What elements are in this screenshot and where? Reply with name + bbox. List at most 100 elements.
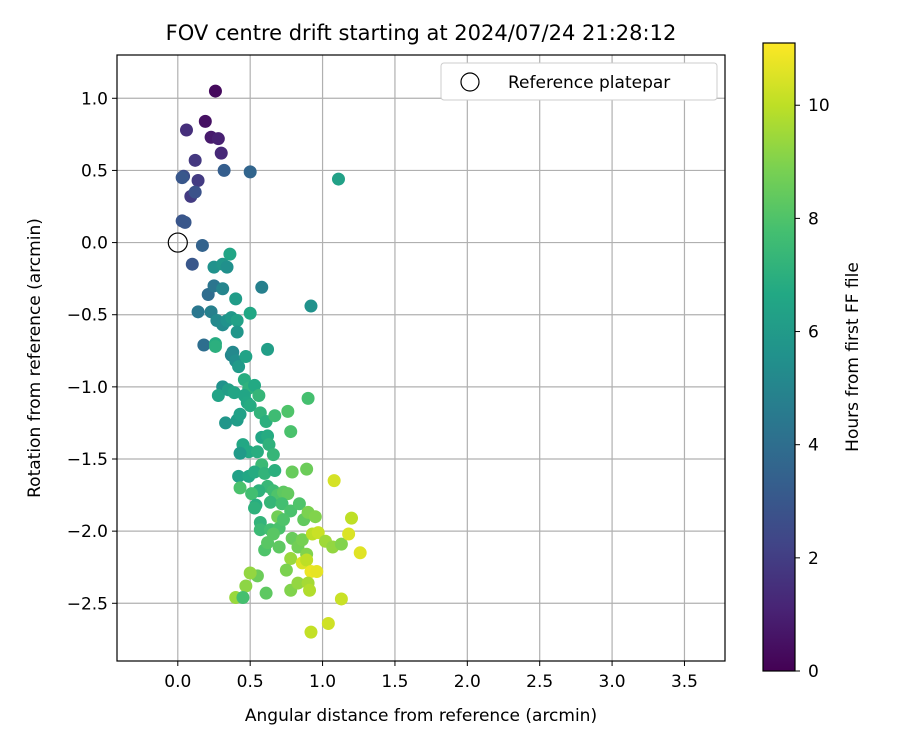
data-point bbox=[262, 438, 276, 452]
data-point bbox=[208, 84, 222, 98]
data-point bbox=[188, 153, 202, 167]
data-point bbox=[230, 325, 244, 339]
data-point bbox=[208, 339, 222, 353]
data-point bbox=[250, 445, 264, 459]
data-point bbox=[345, 511, 359, 525]
data-point bbox=[243, 399, 257, 413]
data-point bbox=[230, 313, 244, 327]
data-point bbox=[304, 299, 318, 313]
data-points bbox=[167, 84, 367, 639]
data-point bbox=[232, 469, 246, 483]
data-point bbox=[300, 553, 314, 567]
colorbar-tick-label: 8 bbox=[808, 209, 819, 229]
y-tick-label: −1.5 bbox=[67, 450, 108, 470]
data-point bbox=[310, 565, 324, 579]
colorbar-tick-label: 6 bbox=[808, 323, 819, 343]
colorbar-tick-label: 0 bbox=[808, 662, 819, 682]
data-point bbox=[255, 280, 269, 294]
data-point bbox=[291, 576, 305, 590]
data-point bbox=[281, 487, 295, 501]
data-point bbox=[223, 247, 237, 261]
data-point bbox=[342, 527, 356, 541]
data-point bbox=[268, 409, 282, 423]
data-point bbox=[285, 465, 299, 479]
data-point bbox=[239, 579, 253, 593]
data-point bbox=[353, 546, 367, 560]
colorbar-gradient bbox=[762, 42, 796, 672]
data-point bbox=[334, 537, 348, 551]
data-point bbox=[220, 260, 234, 274]
legend: Reference platepar bbox=[440, 62, 718, 101]
colorbar-label: Hours from first FF file bbox=[843, 262, 863, 452]
data-point bbox=[281, 404, 295, 418]
data-point bbox=[175, 171, 189, 185]
data-point bbox=[284, 425, 298, 439]
x-tick-label: 2.5 bbox=[526, 672, 553, 692]
data-point bbox=[301, 391, 315, 405]
data-point bbox=[179, 123, 193, 137]
data-point bbox=[248, 465, 262, 479]
data-point bbox=[239, 350, 253, 364]
reference-platepar-marker bbox=[167, 232, 188, 253]
data-point bbox=[197, 338, 211, 352]
data-point bbox=[258, 466, 272, 480]
data-point bbox=[217, 163, 231, 177]
data-point bbox=[248, 378, 262, 392]
x-tick-label: 0.5 bbox=[237, 672, 264, 692]
x-tick-label: 1.0 bbox=[309, 672, 336, 692]
data-point bbox=[195, 238, 209, 252]
data-point bbox=[178, 215, 192, 229]
data-point bbox=[261, 536, 275, 550]
data-point bbox=[243, 306, 257, 320]
chart-title: FOV centre drift starting at 2024/07/24 … bbox=[166, 21, 677, 45]
data-point bbox=[245, 487, 259, 501]
data-point bbox=[259, 586, 273, 600]
y-axis-ticks: −2.5 −2.0 −1.5 −1.0 −0.5 0.0 0.5 1.0 bbox=[67, 89, 117, 614]
y-tick-label: −2.5 bbox=[67, 594, 108, 614]
data-point bbox=[284, 552, 298, 566]
data-point bbox=[331, 172, 345, 186]
colorbar-ticks: 0 2 4 6 8 10 bbox=[795, 96, 830, 682]
data-point bbox=[276, 513, 290, 527]
data-point bbox=[327, 474, 341, 488]
data-point bbox=[227, 386, 241, 400]
x-tick-label: 0.0 bbox=[164, 672, 191, 692]
data-point bbox=[211, 389, 225, 403]
data-point bbox=[188, 185, 202, 199]
data-point bbox=[268, 464, 282, 478]
data-point bbox=[233, 407, 247, 421]
data-point bbox=[214, 146, 228, 160]
data-point bbox=[253, 523, 267, 537]
data-point bbox=[292, 497, 306, 511]
data-point bbox=[211, 132, 225, 146]
data-point bbox=[252, 389, 266, 403]
y-tick-label: −0.5 bbox=[67, 306, 108, 326]
data-point bbox=[303, 583, 317, 597]
colorbar-tick-label: 10 bbox=[808, 96, 830, 116]
x-axis-ticks: 0.0 0.5 1.0 1.5 2.0 2.5 3.0 3.5 bbox=[164, 661, 698, 692]
grid bbox=[117, 55, 725, 661]
data-point bbox=[229, 292, 243, 306]
colorbar-tick-label: 2 bbox=[808, 549, 819, 569]
data-point bbox=[191, 305, 205, 319]
x-tick-label: 3.0 bbox=[599, 672, 626, 692]
data-point bbox=[243, 165, 257, 179]
data-point bbox=[275, 497, 289, 511]
colorbar-tick-label: 4 bbox=[808, 436, 819, 456]
y-tick-label: 1.0 bbox=[81, 89, 108, 109]
y-axis-label: Rotation from reference (arcmin) bbox=[25, 218, 45, 498]
data-point bbox=[233, 446, 247, 460]
legend-box bbox=[440, 62, 718, 101]
colorbar: 0 2 4 6 8 10 Hours from first FF file bbox=[762, 42, 863, 682]
legend-reference-marker bbox=[460, 72, 480, 92]
data-point bbox=[321, 616, 335, 630]
data-point bbox=[236, 591, 250, 605]
data-point bbox=[334, 592, 348, 606]
data-point bbox=[272, 540, 286, 554]
data-point bbox=[311, 526, 325, 540]
data-point bbox=[266, 448, 280, 462]
plot-frame bbox=[116, 54, 726, 662]
data-point bbox=[261, 342, 275, 356]
